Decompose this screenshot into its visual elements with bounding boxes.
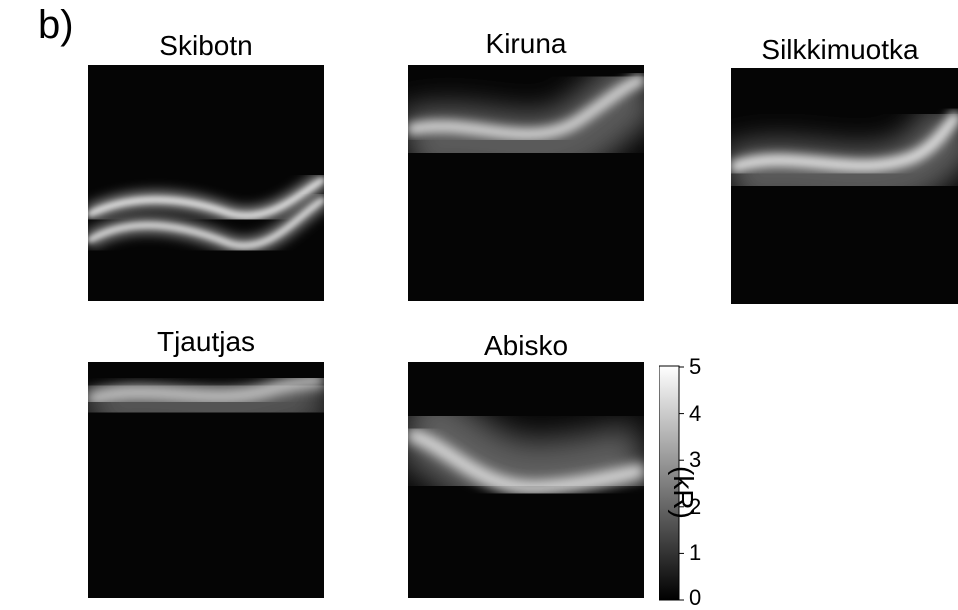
image-panel-silkkimuotka xyxy=(731,68,958,304)
colorbar-tick-4: 4 xyxy=(689,401,702,426)
colorbar-tick-2: 2 xyxy=(689,494,702,519)
panel-title-skibotn: Skibotn xyxy=(159,30,253,61)
colorbar xyxy=(659,365,684,601)
panel-label: b) xyxy=(38,3,74,47)
panel-title-abisko: Abisko xyxy=(483,330,569,361)
panel-title-tjautjas: Tjautjas xyxy=(156,326,256,357)
colorbar-tick-1: 1 xyxy=(689,540,702,565)
colorbar-tick-3: 3 xyxy=(689,447,702,472)
panel-title-silkkimuotka: Silkkimuotka xyxy=(761,34,919,65)
image-panel-kiruna xyxy=(408,65,644,301)
colorbar-tick-5: 5 xyxy=(689,354,702,379)
panel-title-kiruna: Kiruna xyxy=(485,28,567,59)
colorbar-unit-label: (kR) xyxy=(668,466,699,519)
image-panel-skibotn xyxy=(88,65,324,301)
image-panel-tjautjas xyxy=(88,362,324,598)
image-panel-abisko xyxy=(408,362,644,598)
colorbar-tick-0: 0 xyxy=(689,585,702,610)
